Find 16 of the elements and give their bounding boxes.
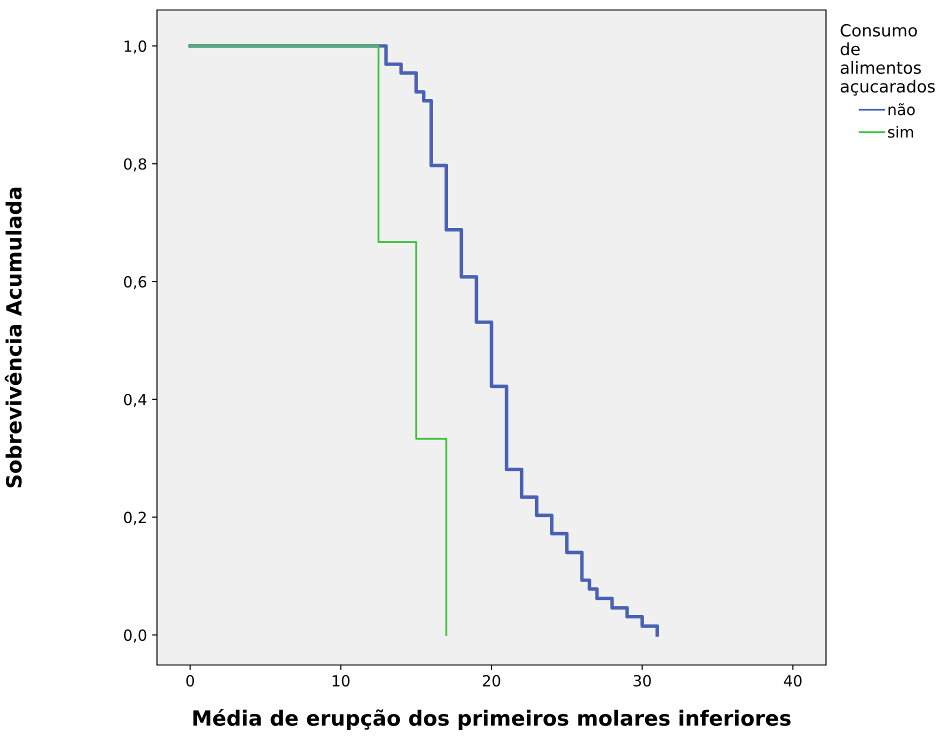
legend-label: sim <box>888 126 914 138</box>
x-tick-label: 20 <box>482 674 500 687</box>
y-tick-label: 0,4 <box>124 394 146 407</box>
y-tick-label: 0,2 <box>124 512 146 525</box>
x-tick-label: 40 <box>784 674 802 687</box>
x-tick-label: 10 <box>332 674 350 687</box>
legend-label: não <box>888 103 915 116</box>
x-tick-label: 0 <box>186 674 194 687</box>
y-tick-label: 0,0 <box>124 629 146 643</box>
x-tick-label: 30 <box>634 674 651 687</box>
y-axis-title: Sobrevivência Acumulada <box>4 188 22 488</box>
y-tick-label: 1,0 <box>124 40 146 54</box>
x-axis-title: Média de erupção dos primeiros molares inferiores <box>193 708 791 730</box>
y-tick-label: 0,8 <box>124 158 146 172</box>
legend-title: Consumo de alimentos açucarados <box>840 24 935 96</box>
y-tick-label: 0,6 <box>124 276 146 290</box>
